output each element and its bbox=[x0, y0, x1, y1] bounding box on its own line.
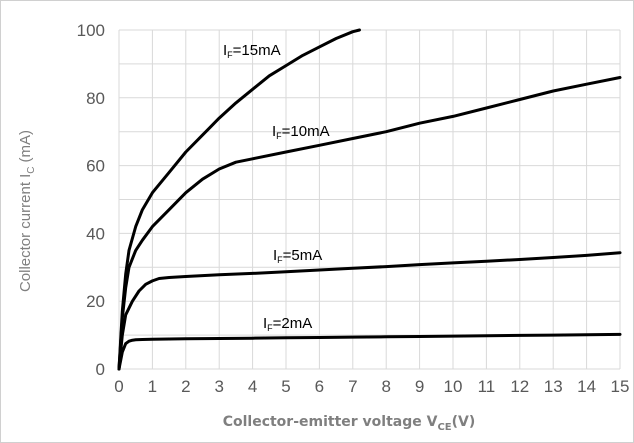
y-axis-title: Collector current IC (mA) bbox=[17, 130, 37, 292]
x-tick-label: 1 bbox=[148, 377, 157, 396]
x-tick-label: 10 bbox=[444, 377, 463, 396]
series-line-if-2ma bbox=[117, 332, 622, 371]
x-tick-label: 6 bbox=[315, 377, 324, 396]
x-tick-label: 12 bbox=[510, 377, 529, 396]
y-tick-label: 60 bbox=[86, 157, 105, 176]
curves bbox=[117, 28, 622, 371]
series-label-if-10ma: IF=10mA bbox=[272, 123, 330, 141]
x-tick-label: 0 bbox=[114, 377, 123, 396]
series-label-if-5ma: IF=5mA bbox=[273, 247, 322, 265]
x-axis-title: Collector-emitter voltage VCE(V) bbox=[223, 414, 476, 433]
x-tick-label: 4 bbox=[248, 377, 257, 396]
x-tick-label: 5 bbox=[281, 377, 290, 396]
y-tick-label: 0 bbox=[96, 360, 105, 379]
y-axis-title-unit: (mA) bbox=[17, 130, 34, 163]
x-tick-label: 2 bbox=[181, 377, 190, 396]
y-axis-title-sub: C bbox=[26, 166, 37, 173]
x-tick-label: 14 bbox=[577, 377, 596, 396]
x-tick-label: 13 bbox=[544, 377, 563, 396]
y-axis-title-main: Collector current I bbox=[17, 174, 34, 292]
y-tick-label: 20 bbox=[86, 292, 105, 311]
series-line-if-15ma bbox=[117, 28, 361, 371]
series-label-if-15ma: IF=15mA bbox=[223, 42, 281, 60]
x-tick-label: 9 bbox=[415, 377, 424, 396]
grid bbox=[118, 29, 621, 370]
x-tick-label: 3 bbox=[214, 377, 223, 396]
x-tick-label: 8 bbox=[381, 377, 390, 396]
series-line-if-5ma bbox=[117, 251, 622, 371]
x-axis-title-main: Collector-emitter voltage V bbox=[223, 414, 438, 430]
y-tick-label: 100 bbox=[77, 21, 105, 40]
y-tick-label: 40 bbox=[86, 224, 105, 243]
x-tick-label: 15 bbox=[611, 377, 630, 396]
series-line-if-10ma bbox=[117, 76, 622, 371]
x-axis-title-unit: (V) bbox=[452, 414, 476, 430]
x-tick-label: 7 bbox=[348, 377, 357, 396]
x-tick-label: 11 bbox=[478, 377, 496, 396]
series-label-if-2ma: IF=2mA bbox=[263, 315, 312, 333]
x-axis-title-sub: CE bbox=[437, 422, 451, 433]
series-labels: IF=15mA IF=10mA IF=5mA IF=2mA bbox=[223, 42, 330, 333]
y-tick-label: 80 bbox=[86, 89, 105, 108]
